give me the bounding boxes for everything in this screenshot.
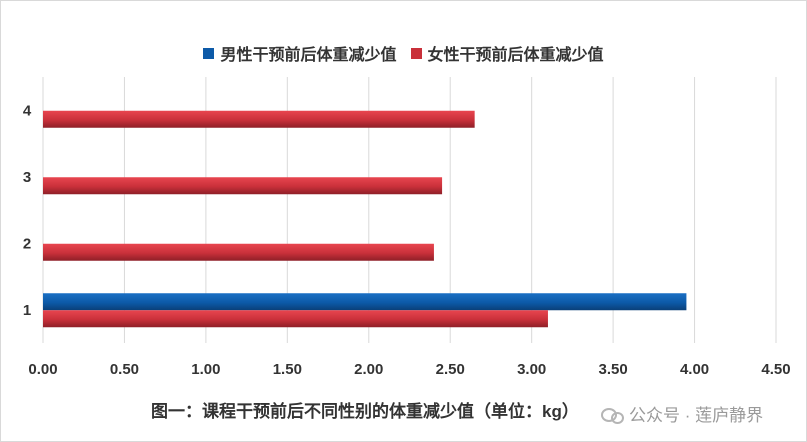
x-tick-label: 3.50 — [599, 361, 628, 378]
legend-item-female: 女性干预前后体重减少值 — [411, 41, 604, 65]
wechat-icon — [601, 406, 623, 422]
watermark-text: 公众号 · 莲庐静界 — [629, 401, 763, 426]
legend-label-female: 女性干预前后体重减少值 — [428, 41, 604, 65]
y-tick-label: 2 — [23, 235, 31, 252]
x-tick-labels: 0.00 0.50 1.00 1.50 2.00 2.50 3.00 3.50 4.00 4.50 — [28, 361, 790, 378]
bar-female — [43, 111, 475, 128]
legend-label-male: 男性干预前后体重减少值 — [220, 41, 396, 65]
watermark: 公众号 · 莲庐静界 — [601, 401, 763, 426]
legend-swatch-male — [203, 48, 214, 59]
figure-caption: 图一：课程干预前后不同性别的体重减少值（单位：kg） — [151, 397, 579, 422]
x-tick-label: 2.00 — [354, 361, 383, 378]
y-tick-label: 4 — [23, 102, 32, 119]
bar-female — [43, 244, 434, 261]
x-tick-label: 0.00 — [28, 361, 57, 378]
x-tick-label: 1.00 — [191, 361, 220, 378]
x-tick-label: 0.50 — [110, 361, 139, 378]
x-tick-label: 4.00 — [680, 361, 709, 378]
bar-female — [43, 310, 548, 327]
x-tick-label: 2.50 — [436, 361, 465, 378]
legend-swatch-female — [411, 48, 422, 59]
bar-male — [43, 293, 686, 310]
y-tick-label: 3 — [23, 169, 31, 186]
y-tick-label: 1 — [23, 302, 31, 319]
y-tick-labels: 1 2 3 4 — [23, 102, 32, 319]
bars — [43, 111, 686, 328]
bar-female — [43, 177, 442, 194]
x-tick-label: 1.50 — [273, 361, 302, 378]
x-tick-label: 4.50 — [761, 361, 790, 378]
legend: 男性干预前后体重减少值 女性干预前后体重减少值 — [1, 41, 806, 65]
x-tick-label: 3.00 — [517, 361, 546, 378]
legend-item-male: 男性干预前后体重减少值 — [203, 41, 396, 65]
